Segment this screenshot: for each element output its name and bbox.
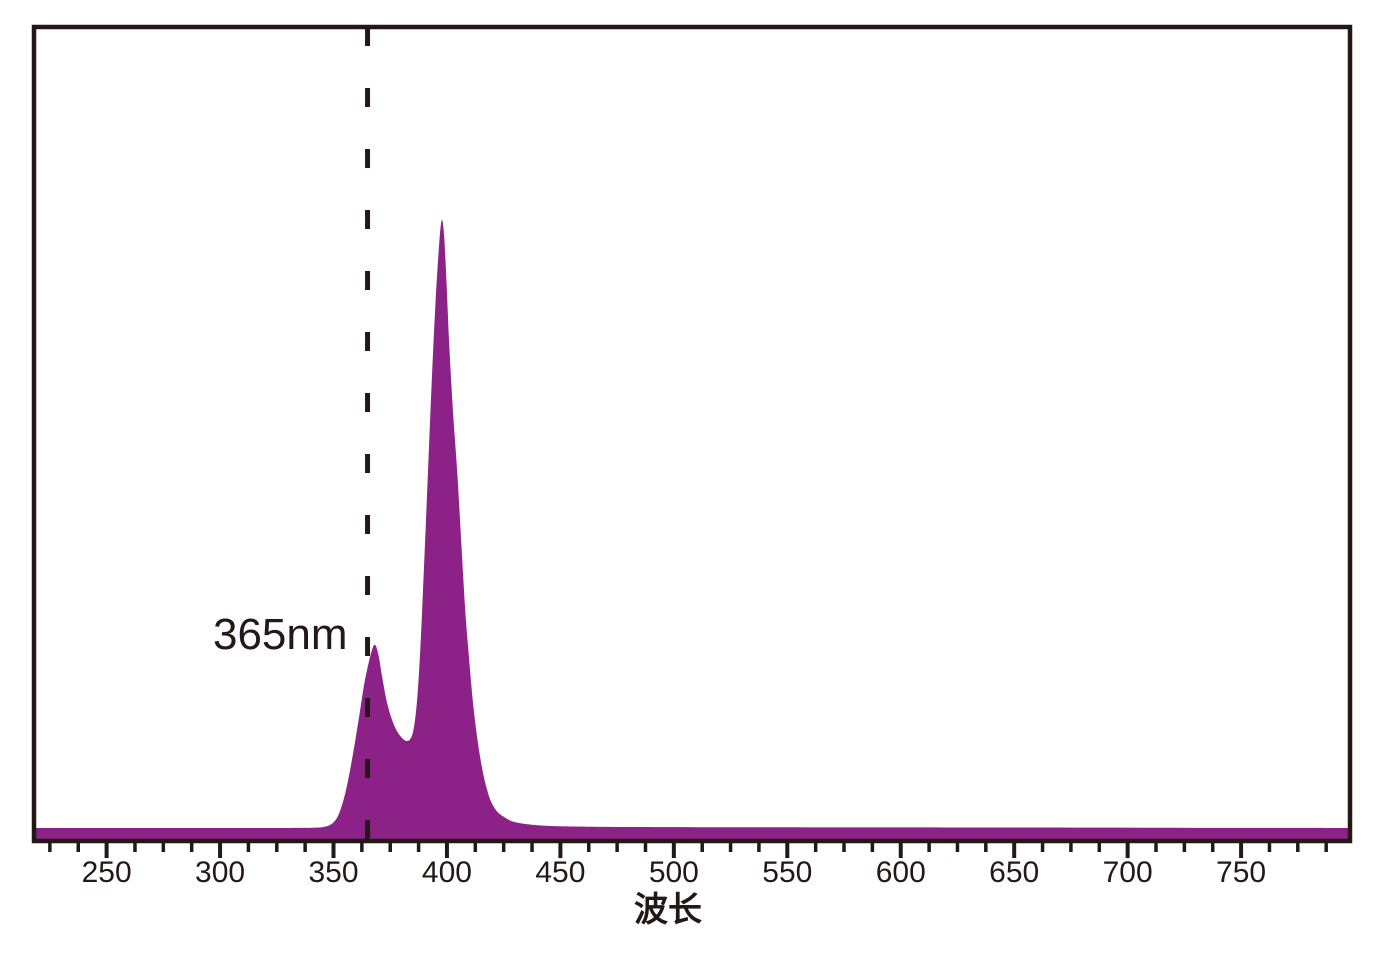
x-tick-label-250: 250 bbox=[82, 856, 132, 889]
x-tick-label-500: 500 bbox=[649, 856, 699, 889]
x-tick-label-650: 650 bbox=[989, 856, 1039, 889]
x-tick-label-750: 750 bbox=[1216, 856, 1266, 889]
wavelength-annotation-label: 365nm bbox=[213, 610, 348, 659]
x-tick-label-700: 700 bbox=[1103, 856, 1153, 889]
x-tick-label-400: 400 bbox=[422, 856, 472, 889]
x-tick-label-550: 550 bbox=[762, 856, 812, 889]
x-tick-label-350: 350 bbox=[308, 856, 358, 889]
spectrum-area bbox=[34, 219, 1350, 841]
x-tick-label-300: 300 bbox=[195, 856, 245, 889]
x-tick-label-450: 450 bbox=[535, 856, 585, 889]
x-axis-minor-ticks bbox=[48, 841, 1328, 852]
x-axis-title: 波长 bbox=[634, 891, 702, 929]
plot-border bbox=[31, 24, 1353, 844]
x-tick-label-600: 600 bbox=[876, 856, 926, 889]
